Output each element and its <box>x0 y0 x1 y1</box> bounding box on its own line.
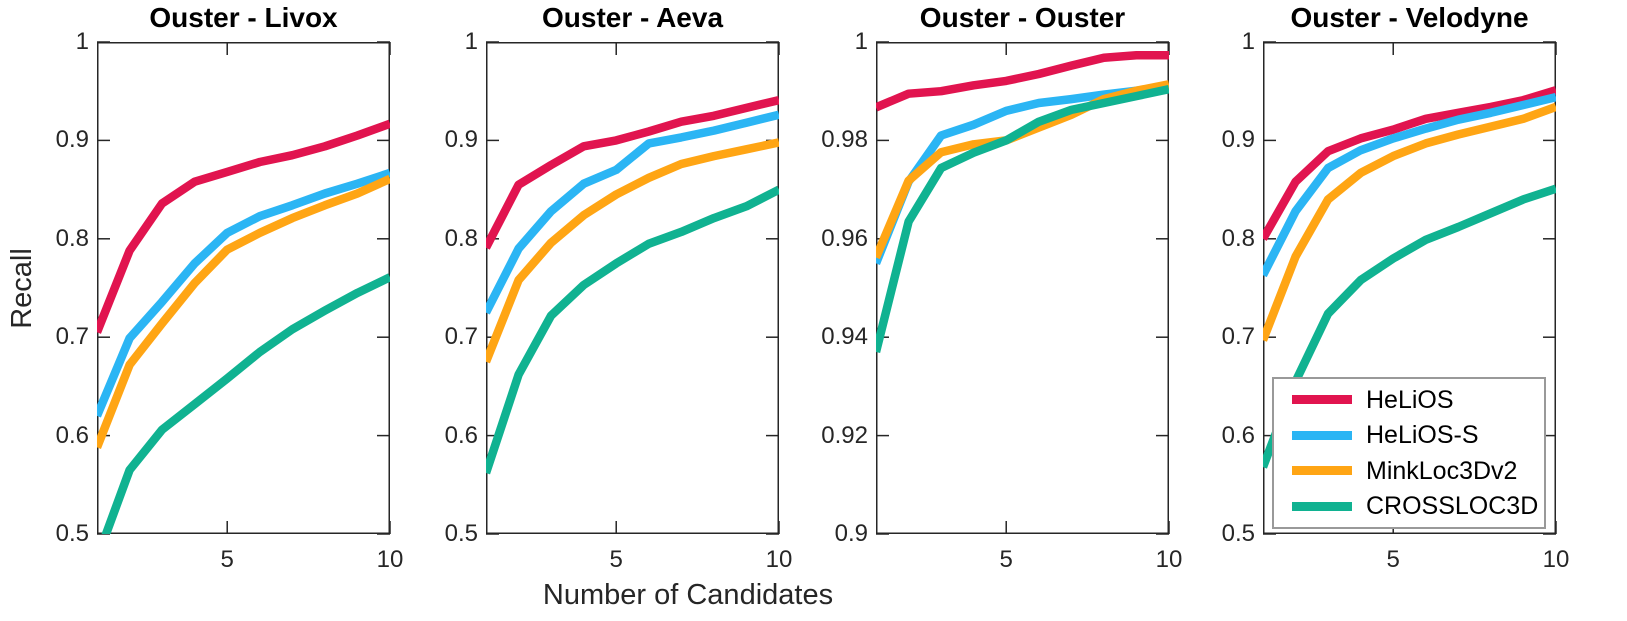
y-tick-label: 0.6 <box>444 421 478 449</box>
subplot-ouster-ouster: Ouster - Ouster 0.9 0.92 0.94 0.96 0.98 1 5 10 <box>821 2 1182 573</box>
legend-line-swatch-helios <box>1292 395 1352 405</box>
y-tick-label: 0.6 <box>55 421 89 449</box>
y-tick-label: 0.7 <box>1221 323 1255 351</box>
y-tick-label: 1 <box>854 28 868 55</box>
plot-area <box>1263 41 1557 535</box>
legend-line-swatch-crossloc3d <box>1292 501 1352 511</box>
y-tick-label: 0.98 <box>821 126 868 154</box>
y-tick-label: 0.9 <box>1221 126 1255 154</box>
subplot-title: Ouster - Livox <box>149 2 338 33</box>
series-line-crossloc3d <box>1263 184 1556 469</box>
x-tick-label: 5 <box>609 546 623 573</box>
legend-label: HeLiOS <box>1366 385 1454 414</box>
series-line-helios <box>876 51 1169 112</box>
legend-line-swatch-minkloc3dv2 <box>1292 466 1352 476</box>
x-tick-label: 5 <box>220 546 234 573</box>
subplot-ouster-aeva: Ouster - Aeva 0.5 0.6 0.7 0.8 0.9 1 5 10 <box>445 2 793 573</box>
series-line-helios <box>97 119 390 334</box>
legend-label: HeLiOS-S <box>1366 421 1479 450</box>
subplot-ouster-velodyne: Ouster - Velodyne 0.5 0.6 0.7 0.8 0.9 1 5 10 <box>1222 2 1570 573</box>
series-line-helios <box>486 95 779 250</box>
x-tick-label: 10 <box>1155 546 1183 573</box>
y-tick-label: 0.7 <box>55 323 89 351</box>
y-tick-label: 0.8 <box>55 224 89 252</box>
series-line-minkloc3dv2 <box>486 138 779 364</box>
x-tick-label: 5 <box>1386 546 1400 573</box>
subplot-title: Ouster - Ouster <box>919 2 1126 33</box>
y-tick-label: 0.8 <box>1221 224 1255 252</box>
legend: HeLiOS HeLiOS-S MinkLoc3Dv2 CROSSLOC3D <box>1272 377 1546 529</box>
y-tick-label: 0.92 <box>821 421 868 449</box>
y-tick-label: 0.9 <box>444 126 478 154</box>
series-line-crossloc3d <box>876 85 1169 354</box>
y-tick-label: 0.8 <box>444 224 478 252</box>
y-tick-label: 0.94 <box>821 323 868 351</box>
plot-area <box>486 41 780 535</box>
series-line-minkloc3dv2 <box>1263 102 1556 342</box>
legend-item-helios: HeLiOS <box>1274 383 1544 417</box>
series-line-minkloc3dv2 <box>97 174 390 449</box>
series-line-helios-s <box>1263 92 1556 278</box>
plot-area <box>97 41 391 535</box>
y-tick-label: 1 <box>75 28 89 55</box>
y-axis-label-text: Recall <box>5 247 38 329</box>
subplot-title: Ouster - Velodyne <box>1290 2 1529 33</box>
series-line-crossloc3d <box>486 185 779 475</box>
y-tick-label: 0.6 <box>1221 421 1255 449</box>
legend-line-swatch-helios-s <box>1292 430 1352 440</box>
y-tick-label: 0.7 <box>444 323 478 351</box>
y-axis-label: Recall <box>2 188 42 388</box>
y-tick-label: 1 <box>1241 28 1255 55</box>
series-line-helios <box>1263 86 1556 241</box>
y-tick-label: 0.5 <box>55 520 89 547</box>
series-line-helios-s <box>97 168 390 418</box>
y-tick-label: 0.5 <box>1221 520 1255 547</box>
y-tick-label: 1 <box>464 28 478 55</box>
y-tick-label: 0.5 <box>444 520 478 547</box>
legend-item-helios-s: HeLiOS-S <box>1274 418 1544 452</box>
x-tick-label: 5 <box>999 546 1013 573</box>
y-tick-label: 0.9 <box>834 520 868 547</box>
y-tick-label: 0.96 <box>821 224 868 252</box>
plot-area <box>876 41 1170 535</box>
legend-item-crossloc3d: CROSSLOC3D <box>1274 489 1544 523</box>
x-axis-label: Number of Candidates <box>542 579 834 611</box>
legend-label: MinkLoc3Dv2 <box>1366 456 1518 485</box>
x-tick-label: 10 <box>1542 546 1570 573</box>
series-line-helios-s <box>486 110 779 315</box>
x-tick-label: 10 <box>376 546 404 573</box>
subplot-title: Ouster - Aeva <box>541 2 724 33</box>
subplot-ouster-livox: Ouster - Livox 0.5 0.6 0.7 0.8 0.9 1 5 10 <box>56 2 404 573</box>
legend-label: CROSSLOC3D <box>1366 492 1539 521</box>
x-tick-label: 10 <box>765 546 793 573</box>
y-tick-label: 0.9 <box>55 126 89 154</box>
legend-item-minkloc3dv2: MinkLoc3Dv2 <box>1274 454 1544 488</box>
series-line-crossloc3d <box>101 273 390 534</box>
